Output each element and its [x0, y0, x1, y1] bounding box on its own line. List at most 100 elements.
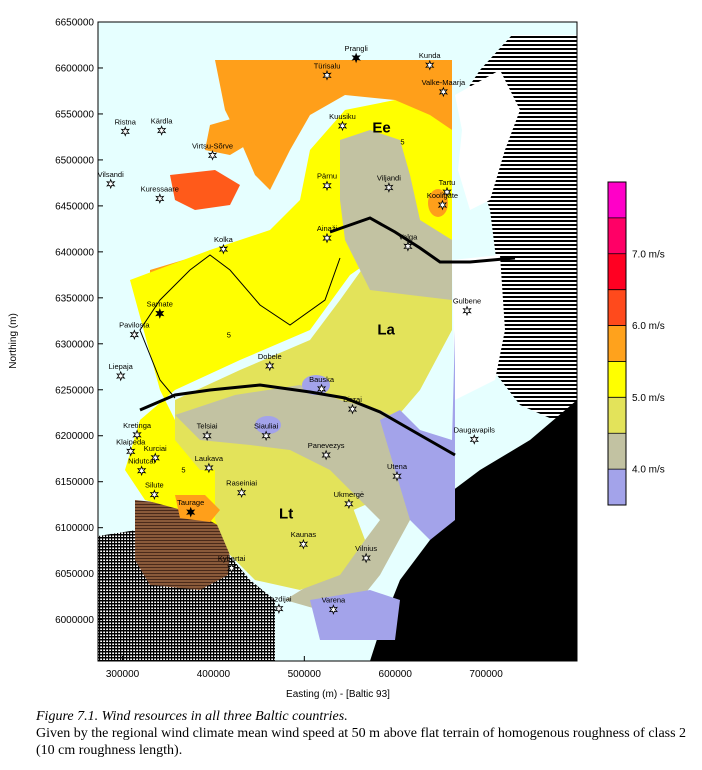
station-star-icon — [186, 506, 196, 518]
station-label: Kybartai — [218, 554, 246, 563]
station-star-icon — [351, 52, 361, 64]
band-5-5.5-taurage — [175, 495, 220, 522]
country-label: La — [377, 322, 395, 339]
band-5-5.5-estonia — [215, 60, 452, 190]
x-tick-label: 700000 — [469, 669, 503, 680]
station-marker: Laukava — [195, 454, 224, 474]
coast-outline — [139, 254, 341, 399]
band-3.5-4-olive-south — [175, 385, 440, 610]
station-marker: Utena — [387, 462, 408, 482]
station-star-icon — [403, 240, 413, 252]
y-tick-label: 6000000 — [55, 615, 94, 626]
station-marker: Daugavapils — [454, 425, 495, 445]
station-marker: Kuusiku — [329, 112, 356, 132]
y-axis-title: Northing (m) — [8, 313, 19, 369]
station-marker: Gulbene — [453, 297, 481, 317]
station-marker: Kuressaare — [141, 185, 179, 204]
figure-caption: Figure 7.1. Wind resources in all three … — [36, 708, 696, 759]
station-star-icon — [384, 182, 394, 193]
station-marker: Birzai — [343, 395, 362, 415]
station-label: Raseiniai — [226, 479, 257, 488]
station-marker: Kolka — [214, 235, 234, 255]
station-star-icon — [261, 430, 271, 442]
y-tick-label: 6450000 — [55, 201, 94, 212]
y-axis-ticks: 6000000 6050000 6100000 6150000 6200000 62500… — [55, 18, 103, 626]
station-star-icon — [265, 360, 275, 372]
y-tick-label: 6100000 — [55, 523, 94, 534]
station-marker: Viljandi — [377, 173, 401, 193]
contour-value-label: 5 — [227, 330, 231, 339]
station-star-icon — [150, 452, 160, 464]
colorbar-label: 5.0 m/s — [632, 393, 665, 404]
station-star-icon — [155, 308, 165, 319]
y-tick-label: 6600000 — [55, 63, 94, 74]
station-marker: Valga — [399, 232, 418, 252]
contour-value-label: 5 — [181, 466, 185, 475]
station-star-icon — [437, 199, 448, 211]
station-label: Bauska — [309, 375, 335, 384]
station-marker: Ukmergė — [334, 490, 364, 510]
y-tick-label: 6650000 — [55, 18, 94, 29]
station-marker: Bauska — [309, 375, 335, 395]
station-star-icon — [129, 329, 139, 340]
colorbar-label: 4.0 m/s — [632, 465, 665, 476]
station-marker: Sarnate — [147, 299, 173, 319]
station-label: Viljandi — [377, 173, 401, 182]
station-label: Liepaja — [109, 362, 134, 371]
colorbar-swatch — [608, 325, 626, 362]
unmapped-area-east — [452, 255, 505, 400]
station-label: Ainaži — [317, 224, 338, 233]
station-label: Silute — [145, 481, 164, 490]
colorbar-swatch — [608, 469, 626, 505]
y-tick-label: 6400000 — [55, 247, 94, 258]
station-label: Vilnius — [355, 544, 377, 553]
station-marker: Liepaja — [109, 362, 134, 382]
station-label: Sarnate — [147, 299, 173, 308]
station-star-icon — [469, 434, 479, 445]
station-label: Utena — [387, 462, 408, 471]
kaliningrad-region — [135, 500, 230, 590]
station-star-icon — [274, 603, 284, 614]
station-marker: Kurciai — [144, 444, 167, 464]
station-star-icon — [347, 403, 358, 415]
border-estonia-latvia — [329, 216, 516, 264]
stations-layer: Prangli Kunda Türisalu Valke-Maarja Ristna Kä… — [98, 44, 495, 615]
colorbar-swatch — [608, 433, 626, 470]
plot-frame — [97, 21, 578, 662]
station-label: Ukmergė — [334, 490, 364, 499]
band-below-4-blue-south — [310, 590, 400, 640]
station-marker: Varena — [322, 596, 346, 615]
station-marker: Valke-Maarja — [422, 78, 466, 98]
station-label: Valke-Maarja — [422, 78, 466, 87]
x-tick-label: 600000 — [379, 669, 413, 680]
band-3.5-4-olive-north — [340, 130, 452, 300]
x-axis-title: Easting (m) - [Baltic 93] — [286, 689, 390, 700]
station-label: Ristna — [115, 117, 137, 126]
station-marker: Tartu — [439, 178, 455, 198]
station-marker: Panevezys — [308, 441, 345, 461]
station-star-icon — [137, 465, 147, 477]
station-marker: Lazdijai — [266, 595, 292, 614]
y-tick-label: 6300000 — [55, 339, 94, 350]
station-star-icon — [321, 449, 331, 461]
station-label: Nidutcai — [128, 457, 155, 466]
station-label: Kuressaare — [141, 185, 179, 194]
station-label: Varena — [322, 596, 346, 605]
station-marker: Türisalu — [314, 61, 340, 81]
station-star-icon — [316, 383, 327, 395]
station-label: Siauliai — [254, 422, 279, 431]
station-star-icon — [218, 243, 229, 255]
station-star-icon — [425, 59, 435, 71]
station-marker: Nidutcai — [128, 457, 156, 477]
station-star-icon — [328, 604, 339, 615]
station-star-icon — [227, 562, 237, 574]
station-star-icon — [237, 487, 247, 499]
station-star-icon — [442, 186, 452, 198]
station-star-icon — [322, 232, 332, 244]
y-tick-label: 6500000 — [55, 155, 94, 166]
station-label: Dobele — [258, 352, 282, 361]
station-marker: Kretinga — [123, 421, 152, 441]
station-marker: Kybartai — [218, 554, 246, 574]
station-label: Kurciai — [144, 444, 167, 453]
